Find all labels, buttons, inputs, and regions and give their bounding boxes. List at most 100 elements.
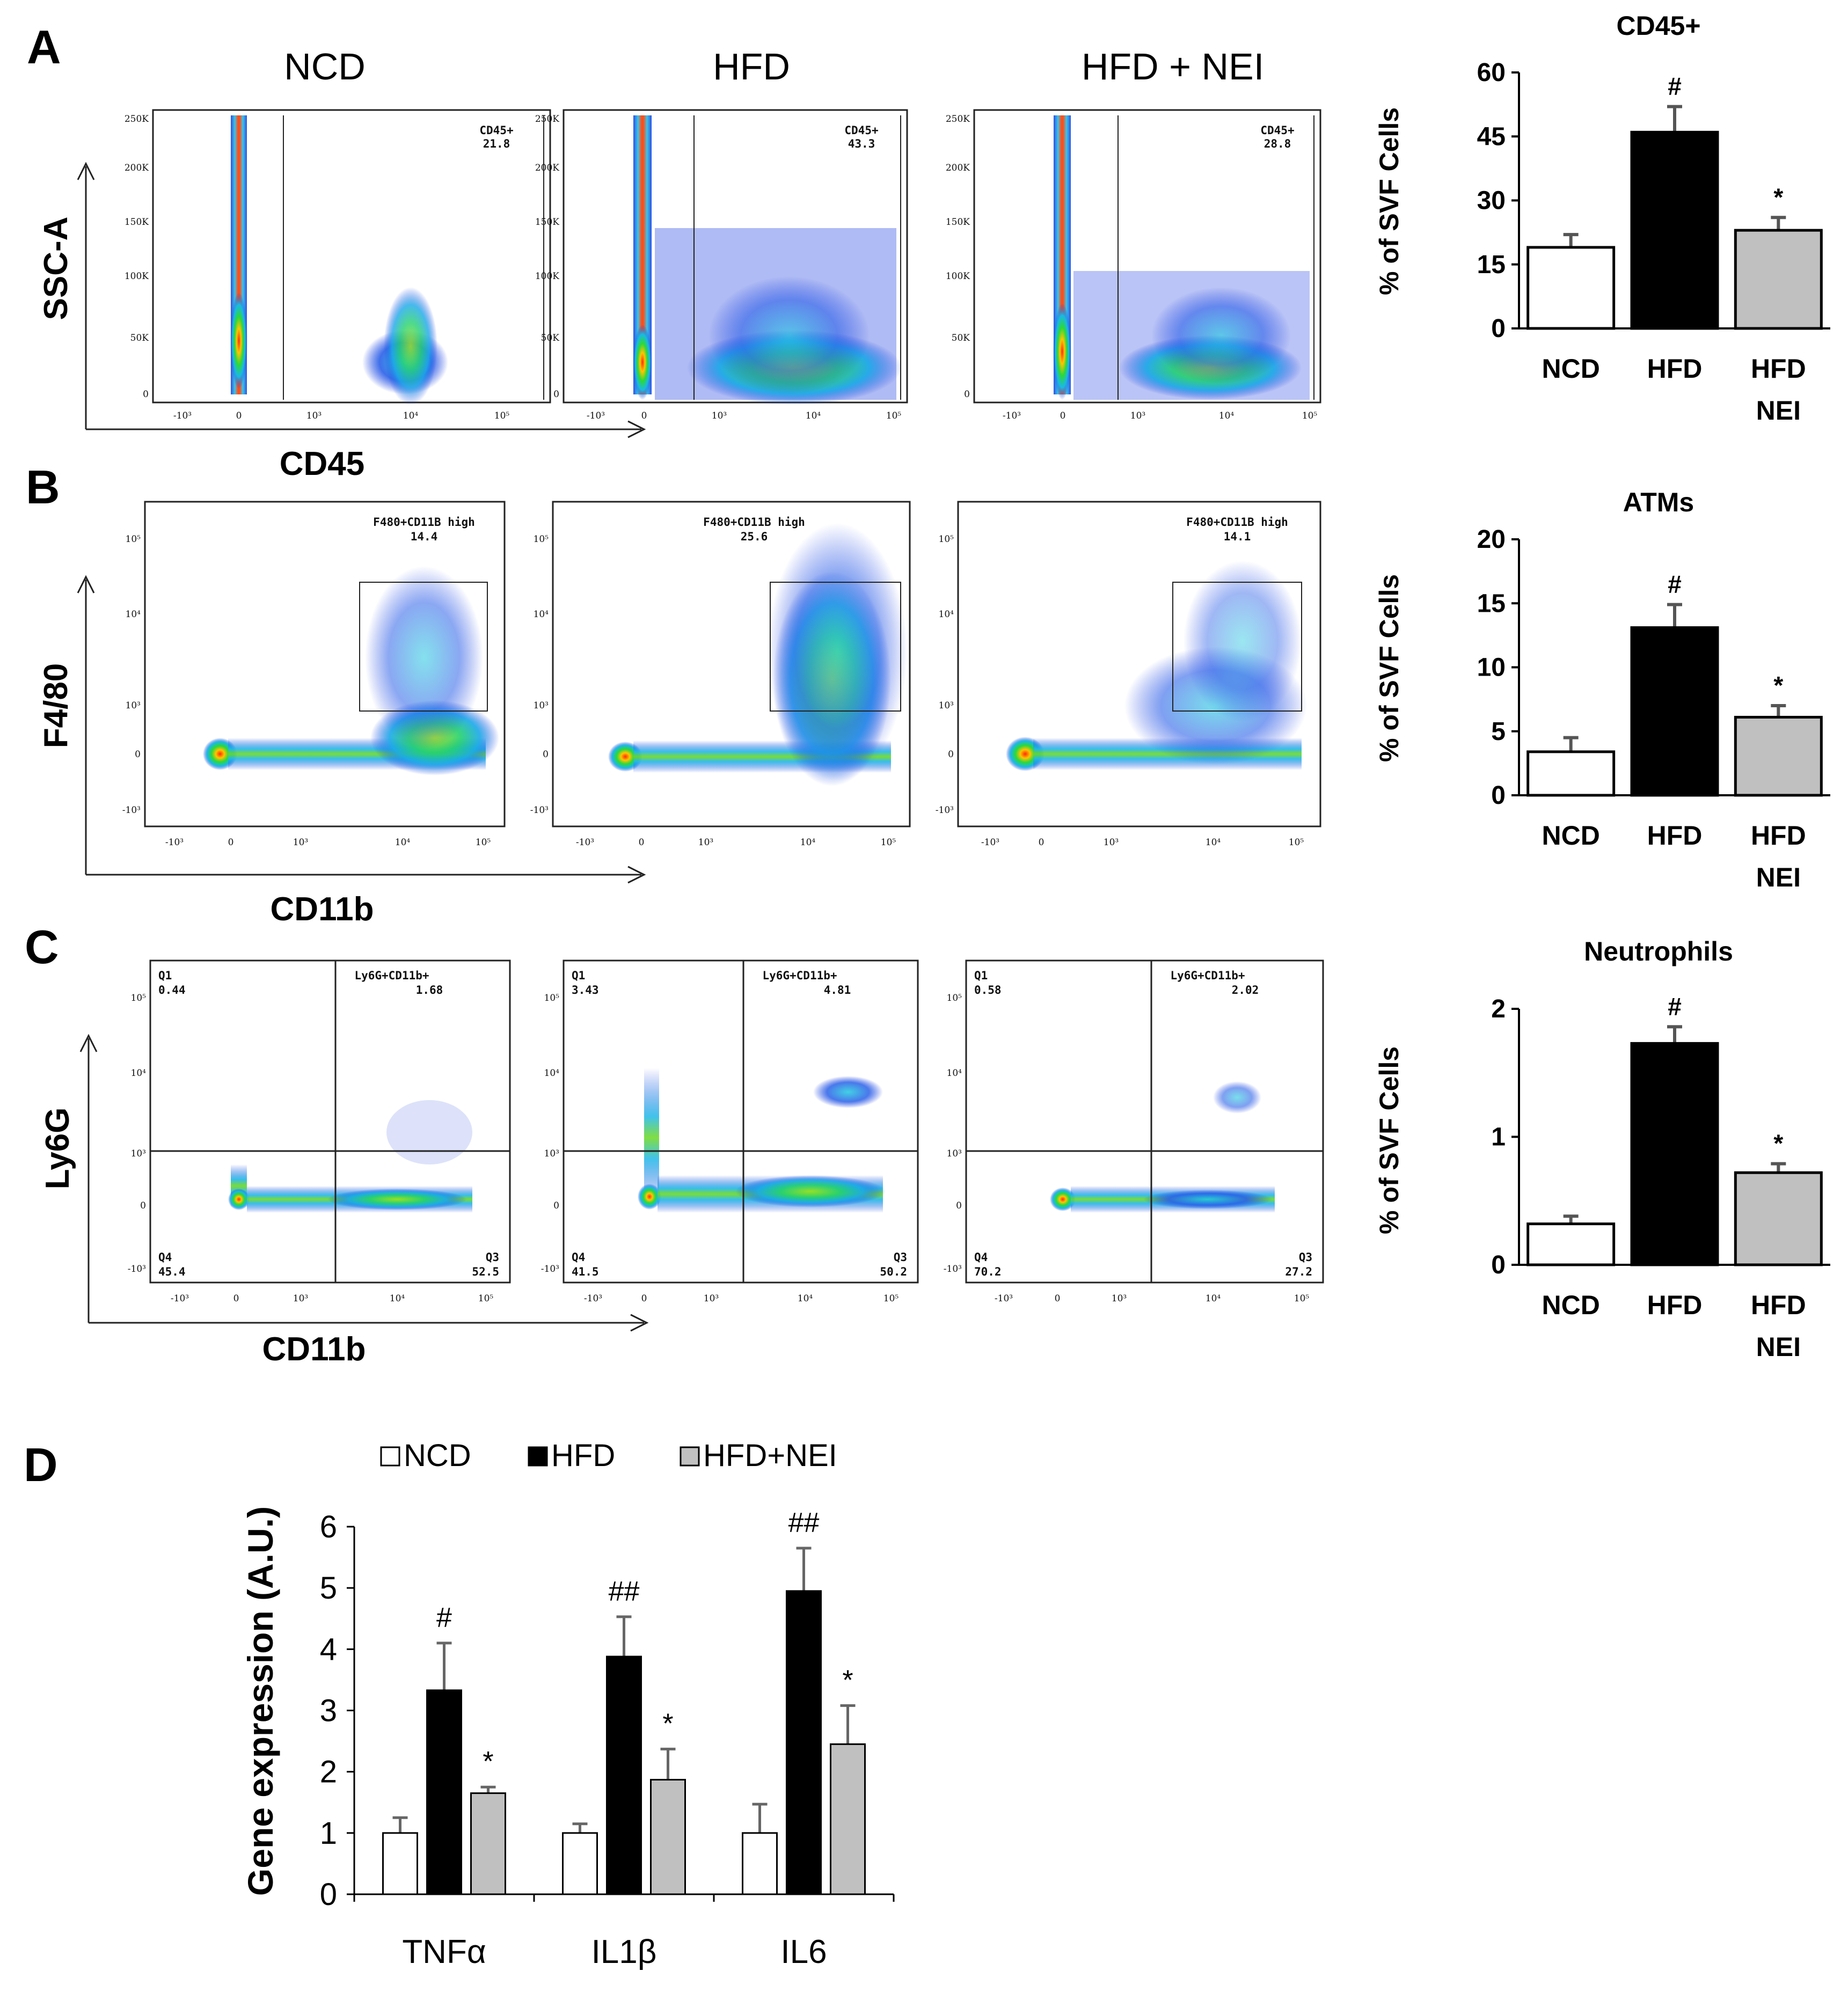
bar [1526, 1222, 1616, 1266]
tick-label: 10⁵ [534, 534, 549, 545]
flow-plot-b-hfd: F480+CD11B high 25.6 10⁵ 10⁴ 10³ 0 -10³ … [530, 501, 911, 848]
gate-name-a-hfd: CD45+ [844, 124, 878, 137]
flow-plot-b-ncd: F480+CD11B high 14.4 10⁵ 10⁴ 10³ 0 -10³ … [122, 501, 506, 848]
y-ticks-b-hfd-nei: 10⁵ 10⁴ 10³ 0 -10³ [936, 534, 954, 816]
tick-label: 10⁴ [131, 1068, 147, 1079]
tick-label: 10⁴ [403, 411, 419, 421]
tick-label: 150K [125, 217, 149, 228]
tick-label: 0 [543, 749, 549, 760]
significance-mark: * [483, 1746, 493, 1777]
tick-label: 0 [135, 749, 141, 760]
y-tick-label: 15 [1477, 251, 1506, 279]
tick-label: 10³ [306, 411, 322, 421]
q3-label: Q3 [1299, 1251, 1312, 1264]
bar-chart-cd45: CD45+ % of SVF Cells 0 15 30 45 60 NCD # HFD * HFD N… [1374, 11, 1830, 426]
bar [606, 1655, 642, 1895]
tick-label: 10³ [293, 837, 308, 848]
chart-title: CD45+ [1616, 11, 1700, 41]
legend-swatch [528, 1446, 548, 1467]
tick-label: 0 [553, 389, 559, 400]
tick-label: 10³ [544, 1148, 559, 1159]
condition-title-hfd: HFD [713, 46, 790, 87]
y-tick-label: 6 [320, 1510, 337, 1544]
flow-plot-c-ncd: Q1 0.44 Ly6G+CD11b+ 1.68 Q4 45.4 Q3 52.5… [128, 959, 511, 1304]
flow-plot-c-hfd-nei: Q1 0.58 Ly6G+CD11b+ 2.02 Q4 70.2 Q3 27.2… [944, 959, 1324, 1304]
tick-label: 0 [639, 837, 645, 848]
gate-value-b-hfd: 25.6 [741, 530, 768, 543]
significance-mark: # [1668, 992, 1682, 1020]
tick-label: 10⁵ [544, 993, 560, 1003]
tick-label: -10³ [171, 1293, 189, 1304]
axis-label-cd11b-b: CD11b [271, 891, 374, 928]
condition-title-ncd: NCD [284, 46, 366, 87]
tick-label: 10⁴ [390, 1293, 405, 1304]
tick-label: 10⁴ [534, 609, 549, 620]
y-tick-label: 20 [1477, 525, 1506, 554]
tick-label: 10⁴ [1206, 837, 1221, 848]
tick-label: -10³ [122, 805, 141, 816]
tick-label: 10⁴ [1206, 1293, 1221, 1304]
tick-label: 10⁴ [800, 837, 816, 848]
tick-label: 10⁴ [1219, 411, 1235, 421]
bar [1630, 1042, 1719, 1266]
tick-label: 0 [948, 749, 954, 760]
gate-value-b-hfd-nei: 14.1 [1224, 530, 1251, 543]
gate-value-a-hfd: 43.3 [848, 137, 875, 150]
y-tick-label: 0 [1491, 781, 1506, 810]
tick-label: -10³ [944, 1264, 962, 1274]
tick-label: 10³ [704, 1293, 719, 1304]
q2-name-c-hfd-nei: Ly6G+CD11b+ [1170, 969, 1245, 982]
bar [1526, 246, 1616, 330]
tick-label: 10³ [939, 700, 954, 711]
tick-label: 10³ [534, 700, 549, 711]
gate-box [359, 582, 488, 712]
chart-title: ATMs [1623, 487, 1694, 517]
q2-value-c-ncd: 1.68 [416, 984, 443, 997]
tick-label: -10³ [584, 1293, 602, 1304]
x-ticks-b-hfd: -10³ 0 10³ 10⁴ 10⁵ [576, 837, 896, 848]
tick-label: 10³ [947, 1148, 962, 1159]
tick-label: 0 [641, 411, 647, 421]
q1-value-c-hfd-nei: 0.58 [974, 984, 1002, 997]
bar [830, 1743, 866, 1895]
bar [786, 1590, 822, 1895]
axis-arrows-c [79, 1034, 649, 1332]
tick-label: 10³ [293, 1293, 308, 1304]
tick-label: 10⁴ [126, 609, 141, 620]
flow-plot-a-hfd: CD45+ 43.3 250K 200K 150K 100K 50K 0 -10… [535, 109, 908, 421]
tick-label: 10³ [1130, 411, 1145, 421]
tick-label: 0 [233, 1293, 239, 1304]
tick-label: 0 [1055, 1293, 1061, 1304]
axis-arrows-b [77, 575, 646, 884]
significance-mark: * [1773, 183, 1783, 211]
flow-plot-a-hfd-nei: CD45+ 28.8 250K 200K 150K 100K 50K 0 -10… [946, 109, 1321, 421]
x-ticks-c-hfd-nei: -10³ 0 10³ 10⁴ 10⁵ [995, 1293, 1310, 1304]
tick-label: 0 [140, 1200, 146, 1211]
tick-label: 0 [964, 389, 970, 400]
axis-label-cd11b-c: CD11b [262, 1331, 366, 1368]
y-tick-label: 15 [1477, 589, 1506, 618]
tick-label: 200K [946, 163, 970, 173]
category-label: NEI [1756, 1332, 1801, 1362]
y-tick-label: 4 [320, 1632, 337, 1667]
tick-label: 250K [535, 114, 559, 124]
x-ticks-b-ncd: -10³ 0 10³ 10⁴ 10⁵ [165, 837, 491, 848]
y-ticks-a-ncd: 250K 200K 150K 100K 50K 0 [125, 114, 149, 400]
significance-mark: * [662, 1708, 673, 1739]
tick-label: 200K [125, 163, 149, 173]
axis-arrows-a [77, 162, 646, 438]
tick-label: 100K [946, 271, 970, 282]
bar-chart-neutrophils: Neutrophils % of SVF Cells 0 1 2 NCD # HFD * HFD N… [1374, 936, 1830, 1362]
category-label: HFD [1751, 354, 1806, 384]
x-ticks-c-hfd: -10³ 0 10³ 10⁴ 10⁵ [584, 1293, 899, 1304]
tick-label: -10³ [530, 805, 549, 816]
tick-label: 150K [946, 217, 970, 228]
q4-label: Q4 [158, 1251, 172, 1264]
tick-label: 0 [143, 389, 149, 400]
significance-mark: # [1668, 570, 1682, 598]
tick-label: 10⁵ [478, 1293, 494, 1304]
tick-label: -10³ [128, 1264, 146, 1274]
tick-label: -10³ [541, 1264, 559, 1274]
gate-value-a-hfd-nei: 28.8 [1264, 137, 1291, 150]
y-tick-label: 0 [1491, 314, 1506, 343]
